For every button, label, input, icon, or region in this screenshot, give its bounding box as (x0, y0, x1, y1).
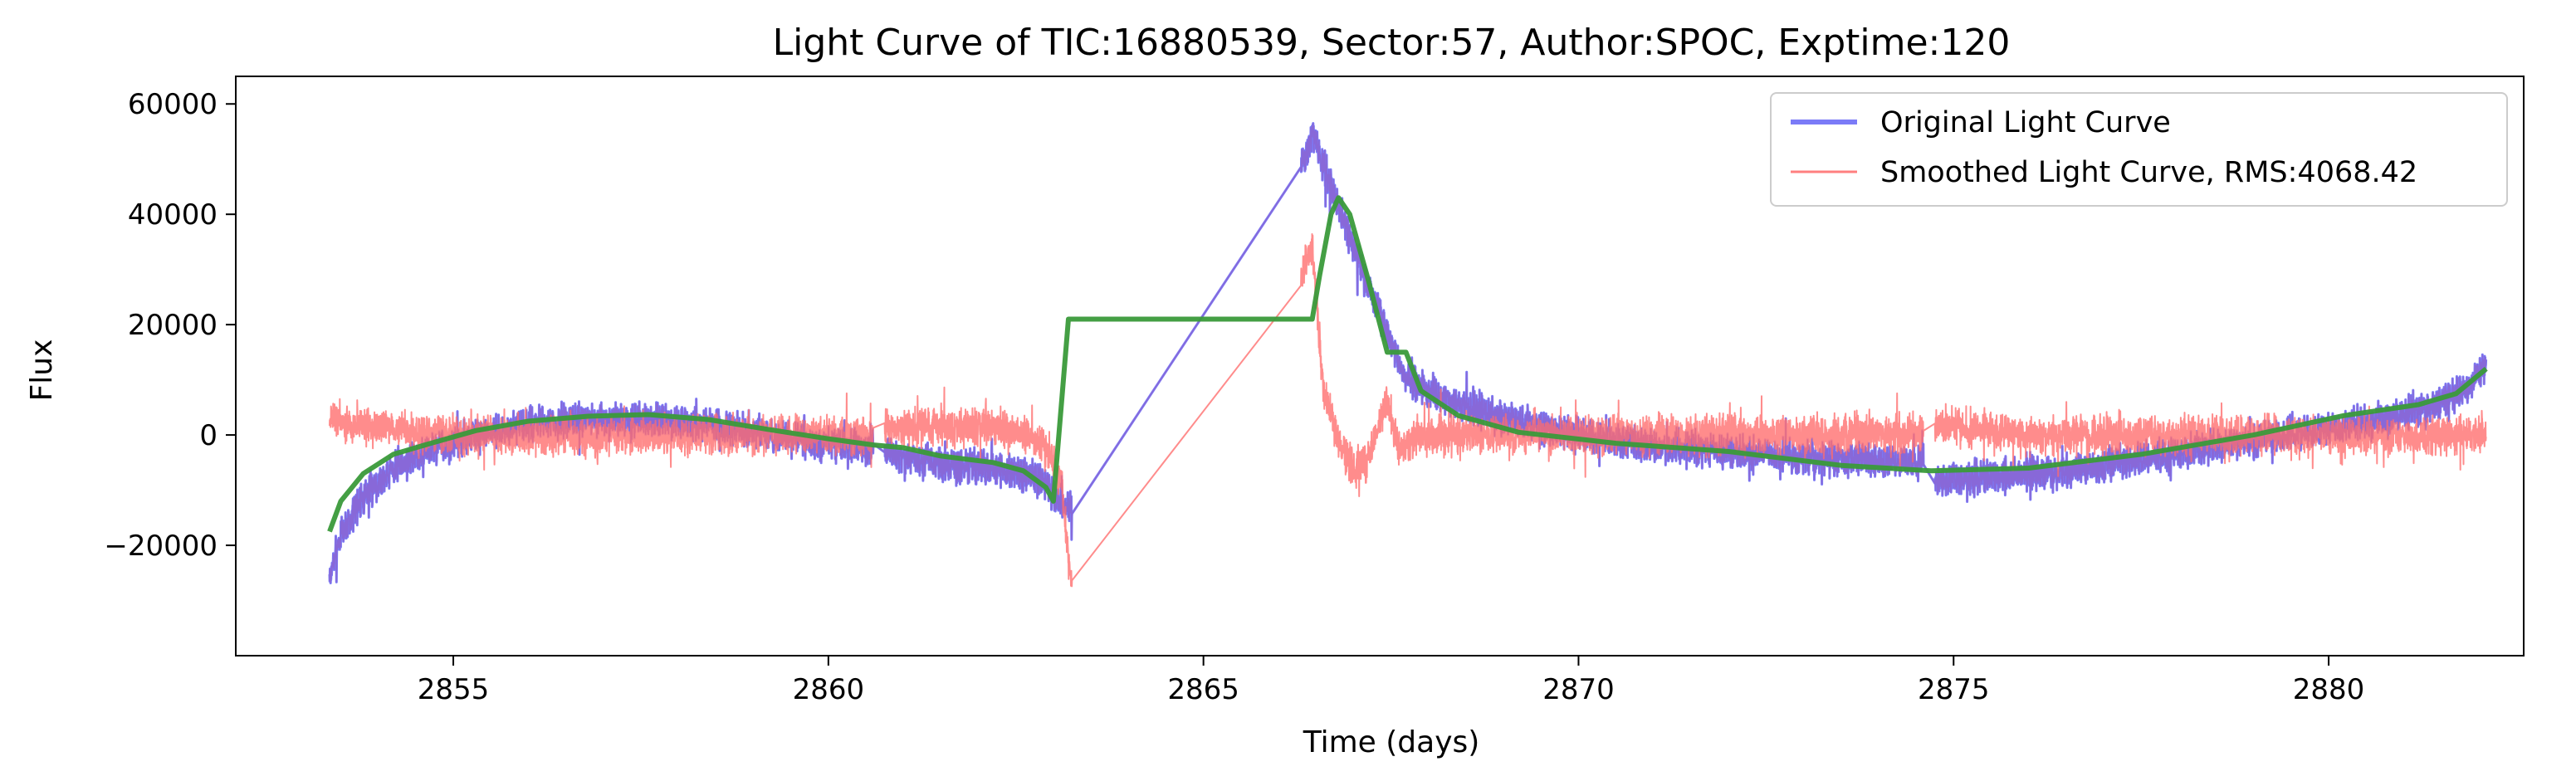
y-axis: −20000 0 20000 40000 60000 (104, 88, 236, 563)
y-tick-label: 0 (199, 419, 218, 452)
series-smoothed-light-curve (329, 233, 2487, 588)
x-tick-label: 2855 (418, 673, 490, 706)
series-layer (327, 122, 2488, 588)
x-tick-label: 2870 (1542, 673, 1615, 706)
y-tick-label: 60000 (128, 88, 218, 121)
y-tick-label: 40000 (128, 198, 218, 232)
x-tick-label: 2875 (1918, 673, 1990, 706)
x-tick-label: 2880 (2293, 673, 2365, 706)
legend-label-original: Original Light Curve (1880, 106, 2171, 139)
y-tick-label: −20000 (104, 530, 218, 563)
chart-title: Light Curve of TIC:16880539, Sector:57, … (773, 22, 2011, 64)
x-tick-label: 2860 (793, 673, 865, 706)
x-axis-label: Time (days) (1303, 725, 1480, 759)
plot-frame (235, 76, 2525, 657)
series-trend-curve (327, 195, 2488, 533)
legend: Original Light Curve Smoothed Light Curv… (1770, 92, 2508, 207)
y-tick-label: 20000 (128, 309, 218, 342)
x-tick-label: 2865 (1167, 673, 1239, 706)
x-axis: 2855 2860 2865 2870 2875 2880 (418, 656, 2365, 706)
legend-label-smoothed: Smoothed Light Curve, RMS:4068.42 (1880, 156, 2417, 189)
series-overlap-shading (329, 123, 2487, 583)
legend-frame (1770, 92, 2508, 207)
y-axis-label: Flux (25, 339, 59, 402)
